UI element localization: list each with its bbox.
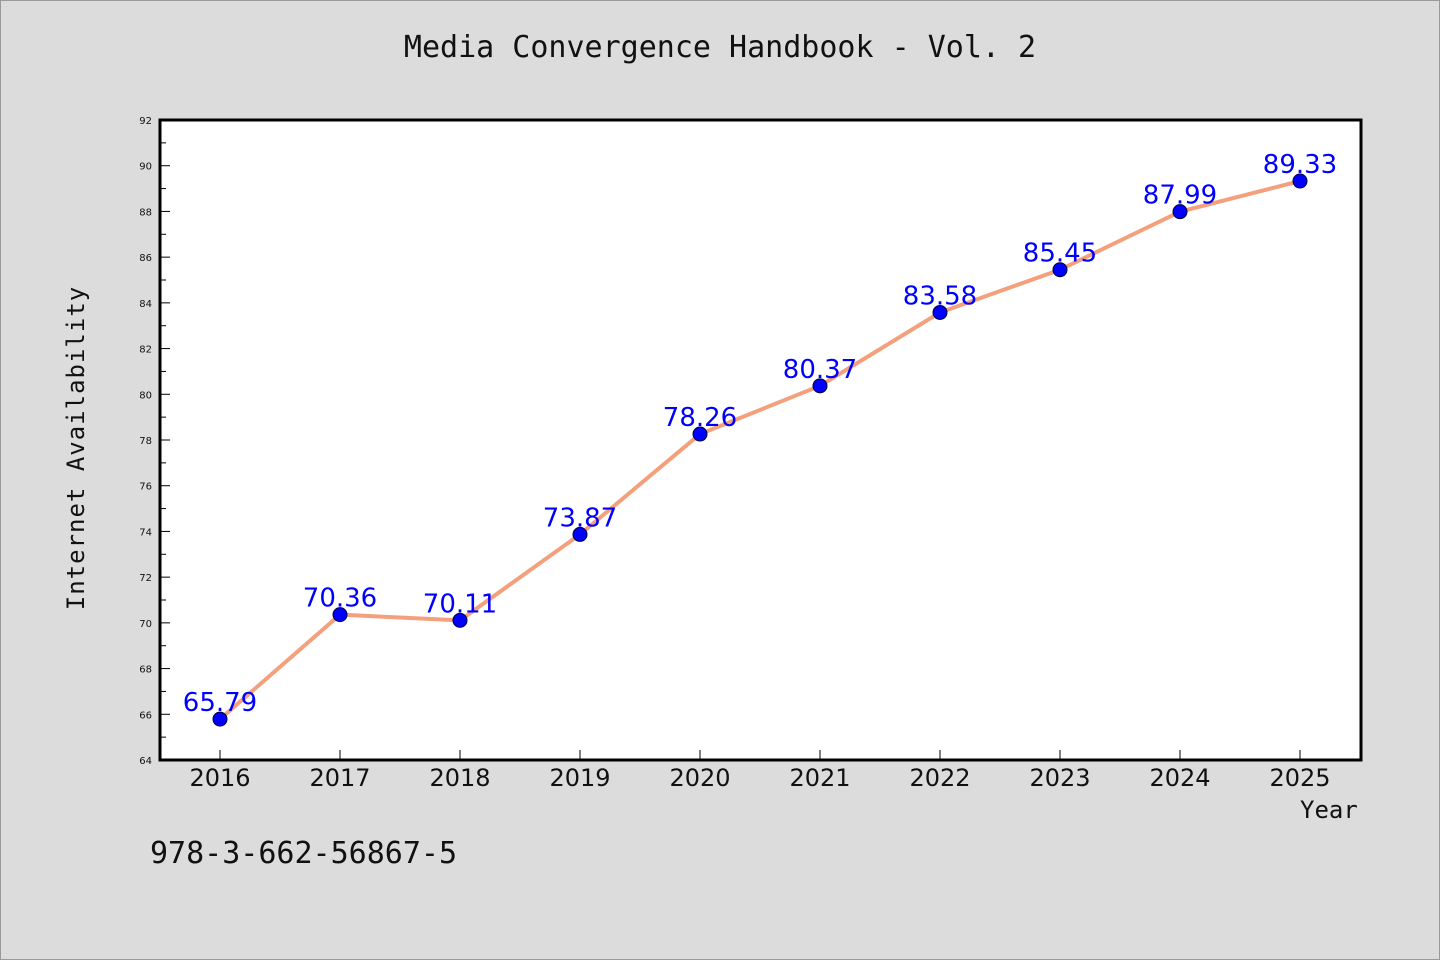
data-point — [812, 378, 828, 394]
data-point — [212, 711, 228, 727]
y-tick-label: 84 — [139, 299, 152, 310]
x-tick-label: 2022 — [909, 764, 970, 792]
x-tick-label: 2017 — [309, 764, 370, 792]
x-tick-label: 2021 — [789, 764, 850, 792]
x-tick-label: 2024 — [1149, 764, 1210, 792]
data-label: 83.58 — [903, 281, 977, 311]
series-line — [218, 179, 1302, 722]
y-tick-label: 66 — [139, 710, 152, 721]
data-point — [1052, 262, 1068, 278]
plot-area — [158, 118, 1363, 762]
y-tick-label: 86 — [139, 253, 152, 264]
data-point — [452, 612, 468, 628]
x-axis-ticks: 2016 2017 2018 2019 2020 2021 2022 2023 2024 2025 — [189, 750, 1331, 792]
x-tick-label: 2023 — [1029, 764, 1090, 792]
data-labels: 65.79 70.36 70.11 73.87 78.26 80.37 83.58 85.45… — [183, 150, 1337, 718]
chart-title: Media Convergence Handbook - Vol. 2 — [403, 30, 1037, 65]
x-tick-label: 2016 — [189, 764, 250, 792]
y-tick-label: 80 — [139, 390, 152, 401]
data-point — [932, 304, 948, 320]
x-tick-label: 2018 — [429, 764, 490, 792]
data-point — [572, 526, 588, 542]
data-label: 65.79 — [183, 688, 257, 718]
y-tick-label: 78 — [139, 436, 152, 447]
series-line-group — [218, 179, 1302, 722]
x-axis-label: Year — [1300, 796, 1358, 824]
x-tick-label: 2019 — [549, 764, 610, 792]
y-tick-label: 72 — [139, 573, 152, 584]
y-tick-label: 68 — [139, 665, 152, 676]
y-tick-label: 64 — [139, 756, 152, 767]
data-point — [692, 426, 708, 442]
data-point — [1292, 173, 1308, 189]
y-tick-label: 88 — [139, 207, 152, 218]
data-markers — [212, 173, 1308, 727]
data-label: 85.45 — [1023, 239, 1097, 269]
y-tick-label: 70 — [139, 619, 152, 630]
y-tick-label: 90 — [139, 162, 152, 173]
data-label: 89.33 — [1263, 150, 1337, 180]
data-label: 70.36 — [303, 584, 377, 614]
data-label: 80.37 — [783, 355, 857, 385]
data-label: 70.11 — [423, 589, 497, 619]
data-point — [1172, 204, 1188, 220]
data-label: 73.87 — [543, 503, 617, 533]
data-point — [332, 607, 348, 623]
y-tick-label: 76 — [139, 482, 152, 493]
y-axis-ticks: 64 66 68 70 72 74 76 78 80 82 84 86 88 90 92 — [139, 116, 170, 767]
y-tick-label: 92 — [139, 116, 152, 127]
y-axis-label: Internet Availability — [62, 285, 90, 611]
isbn-text: 978-3-662-56867-5 — [150, 836, 458, 871]
y-tick-label: 82 — [139, 345, 152, 356]
data-label: 87.99 — [1143, 181, 1217, 211]
x-tick-label: 2020 — [669, 764, 730, 792]
data-label: 78.26 — [663, 403, 737, 433]
y-tick-label: 74 — [139, 527, 152, 538]
x-tick-label: 2025 — [1269, 764, 1330, 792]
